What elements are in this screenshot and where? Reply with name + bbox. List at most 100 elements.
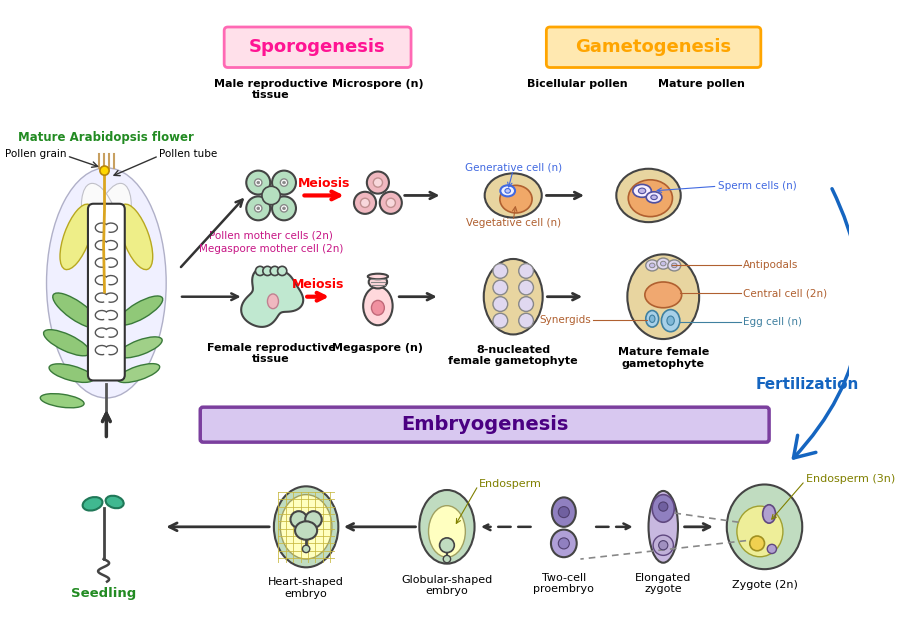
Circle shape (256, 181, 259, 184)
Text: 8-nucleated
female gametophyte: 8-nucleated female gametophyte (448, 344, 578, 366)
Ellipse shape (47, 168, 166, 398)
Text: Two-cell
proembryo: Two-cell proembryo (534, 573, 594, 594)
Ellipse shape (40, 394, 84, 408)
Ellipse shape (118, 363, 159, 382)
Circle shape (518, 297, 534, 311)
Text: Sperm cells (n): Sperm cells (n) (718, 181, 797, 191)
Text: Mature female
gametophyte: Mature female gametophyte (617, 348, 709, 369)
Ellipse shape (551, 530, 577, 557)
Circle shape (360, 198, 370, 208)
Ellipse shape (552, 498, 576, 527)
Ellipse shape (638, 188, 646, 194)
Circle shape (247, 171, 270, 194)
Circle shape (256, 266, 265, 275)
Text: Seedling: Seedling (71, 587, 136, 599)
Text: Vegetative cell (n): Vegetative cell (n) (465, 218, 561, 228)
Text: Male reproductive
tissue: Male reproductive tissue (214, 78, 328, 100)
Ellipse shape (646, 311, 659, 327)
Ellipse shape (500, 185, 532, 213)
Polygon shape (241, 268, 303, 327)
Circle shape (439, 538, 454, 553)
FancyBboxPatch shape (546, 27, 760, 68)
Ellipse shape (500, 185, 515, 196)
Text: Gametogenesis: Gametogenesis (575, 38, 731, 56)
Circle shape (659, 541, 668, 550)
Ellipse shape (661, 261, 666, 266)
Ellipse shape (652, 494, 674, 522)
Circle shape (291, 511, 307, 528)
Ellipse shape (651, 195, 657, 199)
Text: Zygote (2n): Zygote (2n) (732, 580, 797, 590)
Text: Megaspore mother cell (2n): Megaspore mother cell (2n) (199, 244, 343, 254)
Ellipse shape (667, 316, 674, 325)
Text: Pollen mother cells (2n): Pollen mother cells (2n) (209, 230, 333, 241)
Circle shape (280, 179, 288, 186)
Circle shape (386, 198, 395, 208)
Ellipse shape (81, 184, 122, 268)
Text: Pollen grain: Pollen grain (5, 149, 67, 159)
Text: Fertilization: Fertilization (756, 377, 860, 392)
Ellipse shape (91, 184, 131, 268)
Ellipse shape (419, 490, 474, 563)
Text: Synergids: Synergids (540, 315, 591, 325)
FancyArrowPatch shape (794, 189, 861, 458)
Text: Megaspore (n): Megaspore (n) (332, 342, 423, 353)
Ellipse shape (50, 364, 94, 382)
Circle shape (255, 204, 262, 212)
Ellipse shape (119, 337, 162, 358)
Circle shape (354, 192, 376, 214)
Circle shape (558, 538, 570, 549)
Circle shape (100, 166, 109, 175)
Circle shape (493, 297, 508, 311)
Text: Globular-shaped
embryo: Globular-shaped embryo (401, 575, 492, 596)
Ellipse shape (762, 505, 776, 523)
Text: Mature pollen: Mature pollen (659, 78, 745, 89)
Circle shape (518, 263, 534, 279)
Ellipse shape (118, 296, 163, 325)
Circle shape (302, 545, 310, 553)
Circle shape (247, 196, 270, 220)
Ellipse shape (83, 497, 103, 511)
Ellipse shape (428, 506, 465, 557)
Ellipse shape (662, 310, 680, 332)
Circle shape (305, 511, 321, 528)
Ellipse shape (53, 293, 99, 328)
Circle shape (493, 280, 508, 295)
Ellipse shape (94, 204, 119, 334)
Ellipse shape (737, 506, 783, 557)
Text: Endosperm: Endosperm (479, 479, 542, 489)
Circle shape (659, 502, 668, 511)
Text: Meiosis: Meiosis (297, 177, 350, 190)
Ellipse shape (105, 496, 123, 508)
Text: Antipodals: Antipodals (743, 260, 798, 270)
Circle shape (750, 536, 764, 551)
Circle shape (558, 506, 570, 518)
Ellipse shape (653, 535, 673, 555)
Circle shape (280, 204, 288, 212)
Text: Female reproductive
tissue: Female reproductive tissue (207, 342, 336, 365)
Circle shape (262, 186, 280, 204)
Circle shape (272, 196, 296, 220)
Circle shape (283, 181, 285, 184)
Ellipse shape (280, 494, 332, 559)
Text: Elongated
zygote: Elongated zygote (635, 573, 691, 594)
Ellipse shape (368, 273, 388, 279)
Ellipse shape (616, 169, 680, 222)
FancyBboxPatch shape (88, 204, 125, 380)
Circle shape (277, 266, 287, 275)
Text: Mature Arabidopsis flower: Mature Arabidopsis flower (18, 131, 194, 144)
Ellipse shape (671, 263, 677, 268)
Ellipse shape (646, 192, 662, 203)
Circle shape (255, 179, 262, 186)
Ellipse shape (274, 486, 338, 567)
Ellipse shape (484, 259, 543, 334)
Text: Egg cell (n): Egg cell (n) (743, 318, 802, 327)
Circle shape (518, 313, 534, 328)
Circle shape (283, 207, 285, 210)
Ellipse shape (369, 275, 387, 289)
Text: Heart-shaped
embryo: Heart-shaped embryo (268, 577, 344, 599)
FancyBboxPatch shape (200, 407, 770, 442)
Ellipse shape (627, 254, 699, 339)
Ellipse shape (650, 315, 655, 322)
Ellipse shape (727, 484, 802, 569)
